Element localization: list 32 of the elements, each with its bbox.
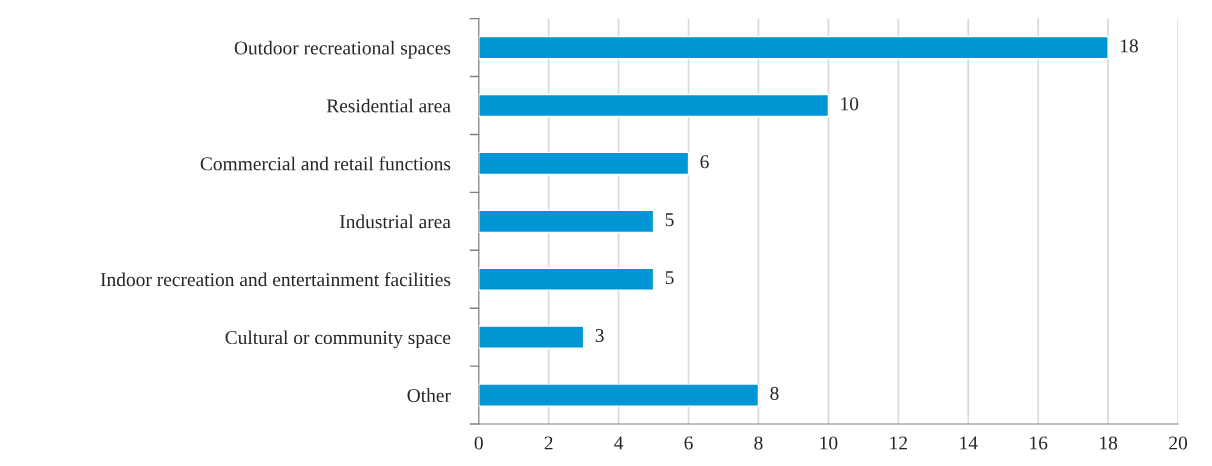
bar — [478, 151, 690, 176]
x-tick-label: 16 — [1030, 436, 1048, 450]
x-tick-label: 8 — [754, 436, 763, 450]
bar — [478, 35, 1109, 60]
x-tick-label: 20 — [1169, 436, 1188, 450]
data-label: 5 — [665, 271, 674, 285]
data-label: 6 — [700, 155, 709, 169]
y-tick-label: Industrial area — [339, 214, 451, 229]
bar — [478, 267, 655, 291]
data-label: 5 — [665, 213, 674, 227]
x-tick-label: 14 — [960, 436, 978, 450]
x-tick-label: 10 — [820, 436, 838, 450]
y-tick-label: Other — [407, 388, 451, 403]
bar — [478, 209, 655, 234]
x-tick-label: 6 — [684, 436, 693, 450]
x-tick-label: 18 — [1100, 436, 1118, 450]
data-label: 10 — [841, 97, 859, 111]
data-label: 3 — [595, 328, 604, 343]
x-tick-label: 0 — [474, 436, 483, 450]
y-tick-label: Residential area — [326, 98, 451, 113]
bar — [478, 325, 585, 349]
data-label: 8 — [770, 386, 779, 400]
bar — [478, 383, 760, 407]
y-tick-label: Commercial and retail functions — [200, 156, 451, 171]
x-tick-label: 12 — [890, 436, 907, 450]
data-label: 18 — [1120, 39, 1138, 53]
y-tick-label: Cultural or community space — [225, 330, 451, 349]
bar — [478, 93, 830, 118]
x-tick-label: 4 — [614, 436, 624, 450]
x-tick-label: 2 — [544, 436, 553, 450]
y-tick-label: Outdoor recreational spaces — [234, 40, 451, 59]
y-tick-label: Indoor recreation and entertainment facilities — [100, 272, 451, 287]
